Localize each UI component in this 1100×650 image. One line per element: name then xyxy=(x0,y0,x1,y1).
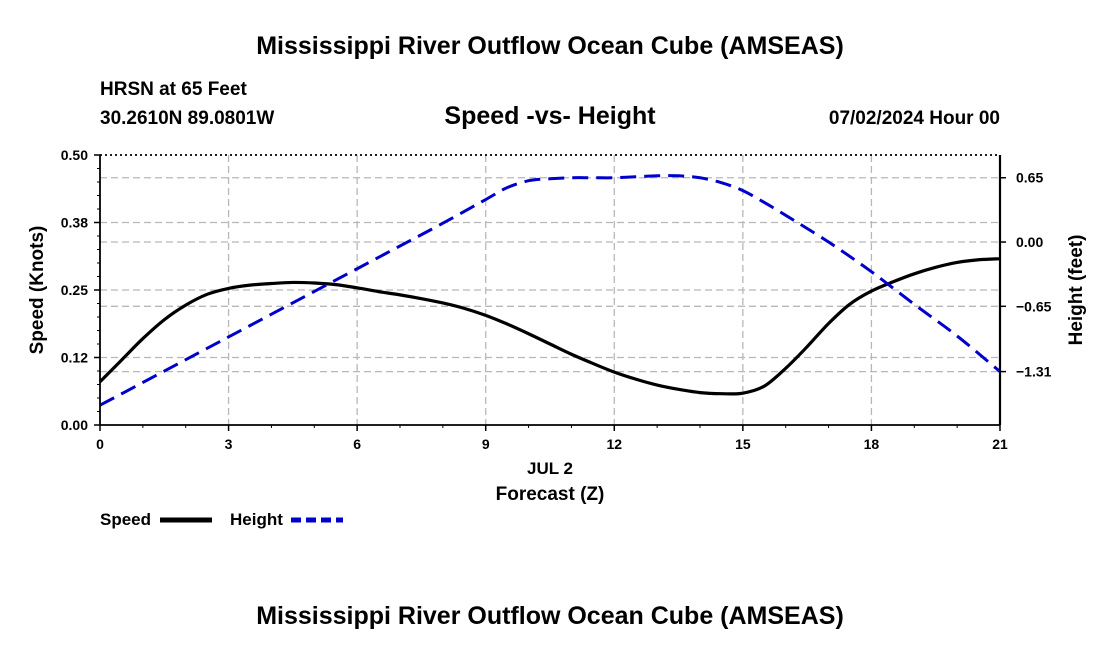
y-tick-label: 0.38 xyxy=(61,215,88,231)
y-tick-label: 0.25 xyxy=(61,282,88,298)
y-tick-label: 0.12 xyxy=(61,350,88,366)
x-tick-label: 18 xyxy=(864,436,880,452)
y2-tick-label: 0.65 xyxy=(1016,170,1043,186)
figure-title: Mississippi River Outflow Ocean Cube (AM… xyxy=(256,32,844,60)
coords-label: 30.2610N 89.0801W xyxy=(100,108,274,129)
y2-tick-label: 0.00 xyxy=(1016,234,1043,250)
y-tick-label: 0.00 xyxy=(61,417,88,433)
y2-axis-title: Height (feet) xyxy=(1066,235,1087,346)
x-tick-label: 15 xyxy=(735,436,751,452)
y-tick-label: 0.50 xyxy=(61,147,88,163)
x-tick-label: 6 xyxy=(353,436,361,452)
grid-layer xyxy=(100,155,1000,425)
x-tick-label: 9 xyxy=(482,436,490,452)
datetime-label: 07/02/2024 Hour 00 xyxy=(829,108,1000,129)
legend: Speed Height xyxy=(100,510,343,529)
date-label: JUL 2 xyxy=(527,459,573,478)
legend-label-speed: Speed xyxy=(100,510,151,529)
y-axis-title: Speed (Knots) xyxy=(27,226,48,355)
footer-title: Mississippi River Outflow Ocean Cube (AM… xyxy=(256,602,844,630)
station-label: HRSN at 65 Feet xyxy=(100,79,247,100)
x-tick-label: 3 xyxy=(225,436,233,452)
tick-layer: 0 3 6 9 12 15 18 21 0.00 0.12 0.25 0.38 0.50 0.65 0.00… xyxy=(61,147,1052,452)
x-tick-label: 12 xyxy=(606,436,622,452)
series-line-height xyxy=(99,174,1001,407)
chart-title: Speed -vs- Height xyxy=(444,102,656,130)
x-tick-label: 0 xyxy=(96,436,104,452)
series-layer xyxy=(98,174,1001,407)
series-line-speed xyxy=(98,257,1001,396)
x-axis-title: Forecast (Z) xyxy=(496,484,605,505)
y2-tick-label: −1.31 xyxy=(1016,364,1052,380)
legend-label-height: Height xyxy=(230,510,283,529)
y2-tick-label: −0.65 xyxy=(1016,298,1052,314)
x-tick-label: 21 xyxy=(992,436,1008,452)
